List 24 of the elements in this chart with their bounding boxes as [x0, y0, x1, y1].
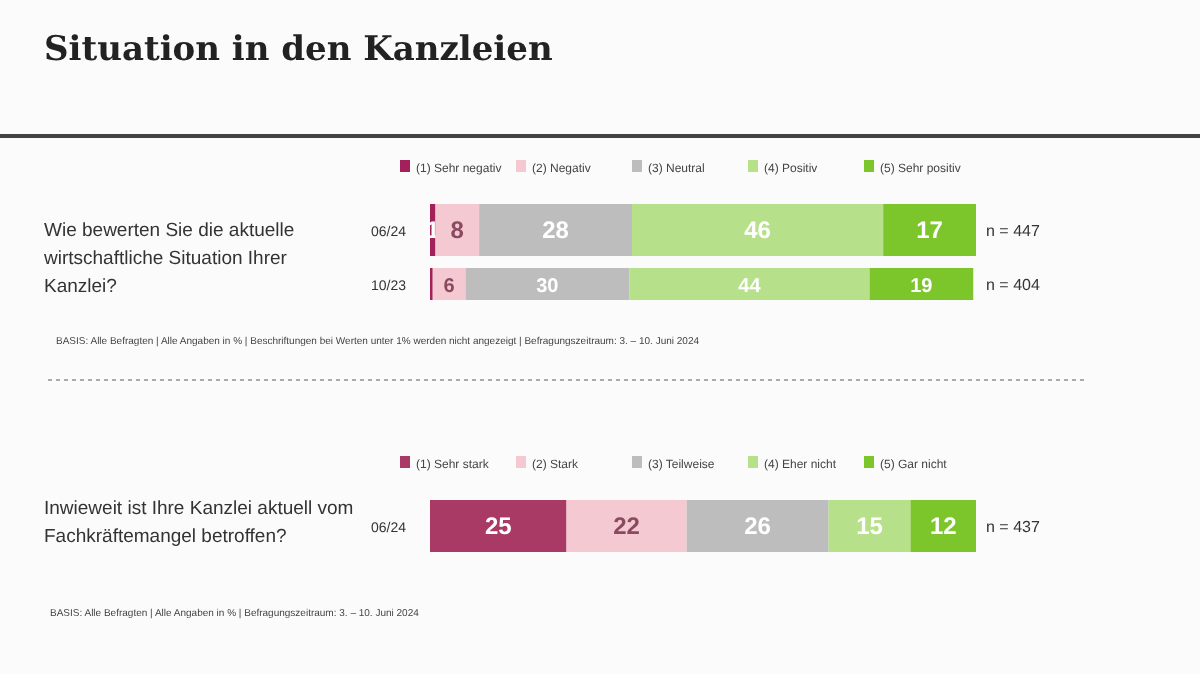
- data-label: 19: [910, 276, 934, 298]
- data-label: 22: [613, 512, 641, 540]
- bar: [910, 500, 976, 552]
- text: n = 447: [986, 222, 1041, 240]
- text: n = 404: [986, 276, 1041, 294]
- data-label: 26: [744, 512, 772, 540]
- bar: [686, 500, 829, 552]
- data-label: 28: [542, 216, 570, 244]
- y-axis-title: Wie bewerten Sie die aktuelle wirtschaftliche Situation Ihrer Kanzlei?: [42, 220, 295, 298]
- chart-title: Situation in den Kanzleien: [44, 30, 553, 70]
- data-label: 30: [536, 276, 560, 298]
- text: n = 437: [986, 518, 1041, 536]
- data-label: 17: [916, 216, 944, 244]
- bar: [828, 500, 911, 552]
- bar: [430, 500, 567, 552]
- bar: [566, 500, 687, 552]
- data-label: 12: [929, 512, 958, 540]
- data-label: 44: [738, 276, 762, 298]
- data-label: 8: [450, 216, 465, 244]
- y-axis-title: Inwieweit ist Ihre Kanzlei aktuell vom Fachkräftemangel betroffen?: [44, 498, 354, 548]
- data-label: 15: [856, 512, 884, 540]
- data-label: 46: [744, 216, 772, 244]
- data-label: 6: [443, 276, 456, 298]
- data-label: 25: [484, 512, 513, 540]
